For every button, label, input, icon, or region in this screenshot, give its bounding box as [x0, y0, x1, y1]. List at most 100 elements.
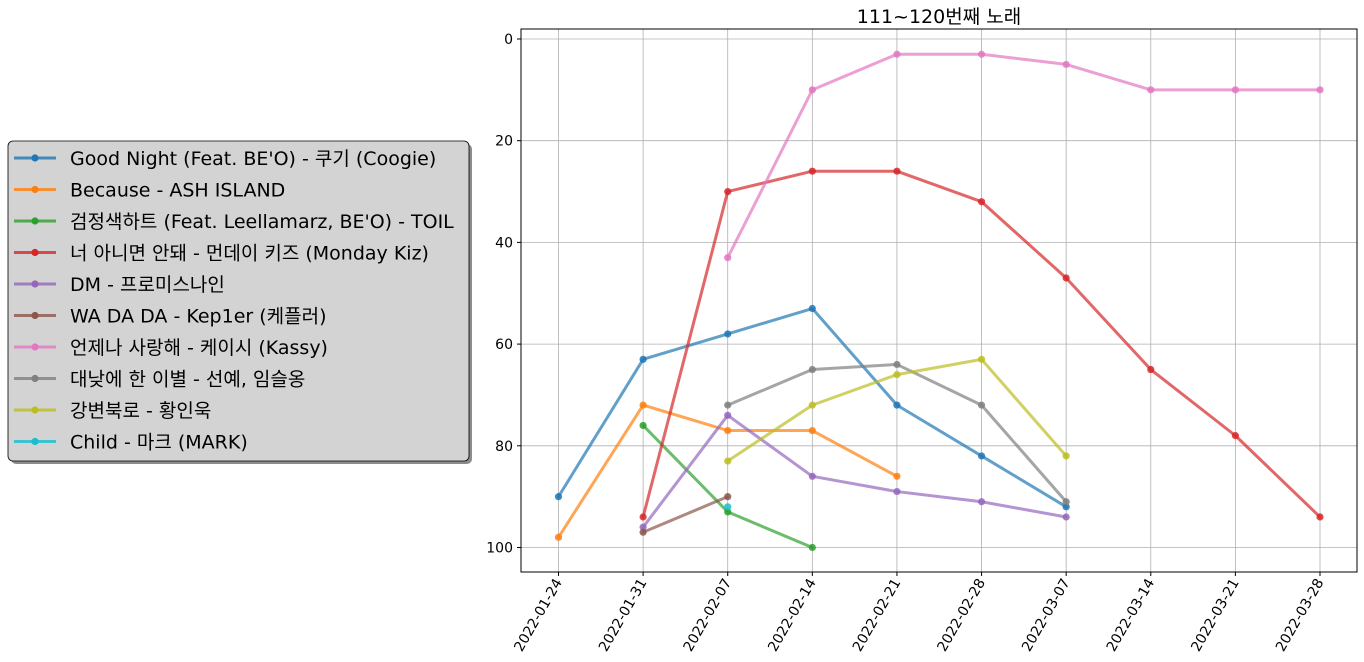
- legend-label: Because - ASH ISLAND: [70, 180, 285, 202]
- series-6: [639, 493, 732, 536]
- legend-marker: [31, 311, 39, 320]
- data-point: [1062, 274, 1070, 282]
- data-point: [977, 355, 986, 363]
- legend-item: 너 아니면 안돼 - 먼데이 키즈 (Monday Kiz): [14, 243, 429, 265]
- data-point: [724, 401, 732, 409]
- series-5: [639, 411, 1070, 531]
- series-1: [554, 304, 1070, 511]
- legend-item: Because - ASH ISLAND: [14, 180, 285, 202]
- x-tick-label: 2022-02-14: [765, 576, 820, 655]
- legend-label: 대낮에 한 이별 - 선예, 임슬옹: [70, 369, 305, 391]
- data-point: [639, 523, 647, 531]
- data-point: [808, 543, 816, 552]
- legend: Good Night (Feat. BE'O) - 쿠기 (Coogie) Bec…: [7, 140, 472, 464]
- axis-ticks: 0 20 40 60 80 100 2022-01-24 2022-01-31 2022-02-…: [486, 32, 1327, 654]
- legend-item: Child - 마크 (MARK): [14, 432, 248, 454]
- data-point: [639, 528, 647, 536]
- legend-item: 강변북로 - 황인욱: [14, 400, 211, 422]
- data-point: [724, 187, 732, 196]
- y-tick-label: 100: [486, 541, 513, 557]
- x-tick-label: 2022-03-21: [1188, 576, 1243, 654]
- legend-marker: [31, 154, 39, 162]
- series-line: [641, 495, 730, 534]
- y-tick-label: 60: [495, 337, 513, 353]
- legend-box: [7, 140, 470, 462]
- data-point: [808, 86, 816, 94]
- data-point: [808, 365, 816, 374]
- data-point: [1062, 498, 1070, 506]
- chart-title: 111~120번째 노래: [857, 6, 1021, 28]
- legend-marker: [31, 280, 39, 288]
- legend-label: Child - 마크 (MARK): [70, 432, 248, 454]
- data-point: [1147, 365, 1155, 374]
- data-point: [639, 513, 647, 521]
- legend-label: 검정색하트 (Feat. Leellamarz, BE'O) - TOIL: [70, 211, 454, 233]
- legend-marker: [31, 374, 39, 383]
- y-tick-label: 0: [504, 32, 513, 48]
- data-point: [724, 457, 732, 465]
- data-point: [808, 426, 816, 435]
- legend-marker: [31, 185, 39, 194]
- series-lines: [554, 50, 1324, 552]
- x-tick-label: 2022-02-21: [850, 576, 905, 654]
- legend-item: 언제나 사랑해 - 케이시 (Kassy): [14, 337, 328, 359]
- legend-marker: [31, 437, 39, 446]
- data-point: [893, 167, 901, 175]
- legend-item: Good Night (Feat. BE'O) - 쿠기 (Coogie): [14, 148, 436, 170]
- series-7: [724, 50, 1324, 262]
- series-line: [726, 52, 1322, 260]
- x-tick-label: 2022-03-28: [1273, 576, 1328, 654]
- data-point: [724, 254, 732, 262]
- data-point: [724, 426, 732, 435]
- series-9: [724, 355, 1070, 465]
- x-tick-label: 2022-01-24: [511, 576, 566, 655]
- data-point: [808, 401, 816, 409]
- data-point: [639, 421, 647, 430]
- legend-label: 너 아니면 안돼 - 먼데이 키즈 (Monday Kiz): [70, 243, 429, 265]
- legend-label: DM - 프로미스나인: [70, 274, 225, 296]
- data-point: [554, 493, 563, 501]
- x-tick-label: 2022-03-07: [1019, 576, 1074, 654]
- y-tick-label: 40: [495, 235, 513, 251]
- data-point: [977, 50, 986, 58]
- x-tick-label: 2022-02-07: [681, 576, 736, 654]
- data-point: [1147, 86, 1155, 94]
- grid-lines: [521, 29, 1357, 572]
- data-point: [893, 371, 901, 379]
- data-point: [724, 493, 732, 501]
- data-point: [977, 198, 986, 206]
- data-point: [1062, 60, 1070, 69]
- data-point: [977, 401, 986, 409]
- data-point: [893, 487, 901, 496]
- data-point: [724, 411, 732, 419]
- data-point: [893, 401, 901, 409]
- data-point: [893, 472, 901, 480]
- data-point: [977, 498, 986, 506]
- data-point: [893, 360, 901, 369]
- legend-label: 언제나 사랑해 - 케이시 (Kassy): [70, 337, 328, 359]
- data-point: [893, 50, 901, 58]
- data-point: [1231, 432, 1239, 440]
- data-point: [554, 533, 563, 541]
- legend-item: 검정색하트 (Feat. Leellamarz, BE'O) - TOIL: [14, 211, 454, 233]
- data-point: [1231, 86, 1239, 94]
- x-tick-label: 2022-01-31: [596, 576, 651, 654]
- legend-label: 강변북로 - 황인욱: [70, 400, 211, 422]
- data-point: [1316, 513, 1324, 521]
- data-point: [1316, 86, 1324, 94]
- series-line: [641, 413, 1068, 529]
- data-point: [639, 355, 647, 363]
- data-point: [977, 452, 986, 460]
- data-point: [808, 472, 816, 480]
- legend-label: WA DA DA - Kep1er (케플러): [70, 306, 327, 328]
- series-4: [639, 167, 1324, 521]
- series-10: [724, 503, 732, 511]
- legend-item: WA DA DA - Kep1er (케플러): [14, 306, 327, 328]
- legend-marker: [31, 248, 39, 257]
- legend-marker: [31, 343, 39, 351]
- data-point: [1062, 513, 1070, 521]
- legend-marker: [31, 406, 39, 414]
- data-point: [639, 401, 647, 409]
- series-3: [639, 421, 816, 552]
